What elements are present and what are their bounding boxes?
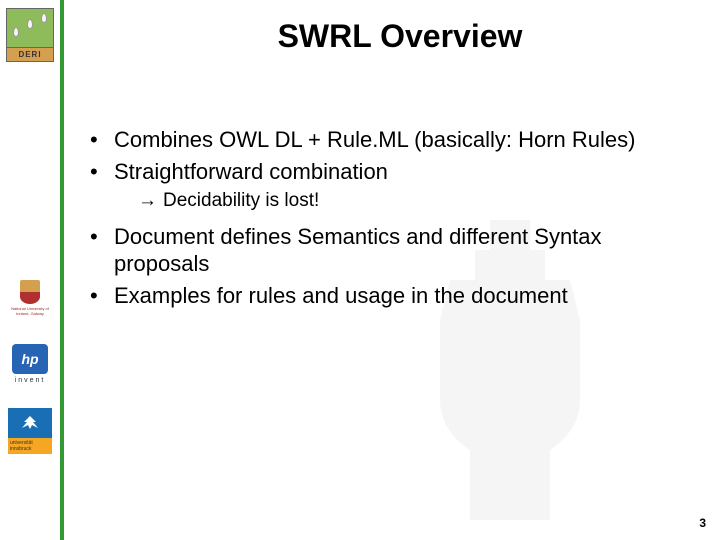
bullet-item: • Combines OWL DL + Rule.ML (basically: … <box>90 126 690 154</box>
eagle-icon <box>20 414 40 430</box>
page-number: 3 <box>699 516 706 530</box>
logo-sidebar: DERI National University of Ireland, Gal… <box>0 0 60 540</box>
sub-bullet-item: → Decidability is lost! <box>138 189 690 213</box>
bullet-mark-icon: • <box>90 282 114 310</box>
bullet-item: • Examples for rules and usage in the do… <box>90 282 690 310</box>
bullet-text: Examples for rules and usage in the docu… <box>114 282 568 310</box>
innsbruck-logo-blue <box>8 408 52 438</box>
deri-dot-icon <box>13 27 19 37</box>
sub-bullet-text: Decidability is lost! <box>163 189 319 213</box>
arrow-icon: → <box>138 189 157 213</box>
deri-logo-green <box>6 8 54 48</box>
bullet-mark-icon: • <box>90 126 114 154</box>
bullet-item: • Straightforward combination <box>90 158 690 186</box>
nui-shield-icon <box>20 280 40 304</box>
bullet-mark-icon: • <box>90 158 114 186</box>
bullet-text: Combines OWL DL + Rule.ML (basically: Ho… <box>114 126 635 154</box>
hp-logo-caption: invent <box>8 377 52 384</box>
deri-dot-icon <box>41 13 47 23</box>
deri-logo: DERI <box>6 8 54 66</box>
deri-logo-label: DERI <box>6 48 54 62</box>
bullet-mark-icon: • <box>90 223 114 278</box>
innsbruck-logo: universität innsbruck <box>8 408 52 456</box>
uibk-line2: innsbruck <box>10 446 31 452</box>
bullet-text: Straightforward combination <box>114 158 388 186</box>
slide-body: • Combines OWL DL + Rule.ML (basically: … <box>90 126 690 313</box>
nui-galway-logo: National University of Ireland, Galway <box>6 280 54 324</box>
hp-logo-mark: hp <box>12 344 48 374</box>
slide-title: SWRL Overview <box>100 18 700 55</box>
nui-logo-label: National University of Ireland, Galway <box>6 306 54 316</box>
hp-logo: hp invent <box>8 344 52 392</box>
deri-dot-icon <box>27 19 33 29</box>
slide: DERI National University of Ireland, Gal… <box>0 0 720 540</box>
innsbruck-logo-label: universität innsbruck <box>8 438 52 454</box>
vertical-accent-bar <box>60 0 64 540</box>
bullet-text: Document defines Semantics and different… <box>114 223 690 278</box>
bullet-item: • Document defines Semantics and differe… <box>90 223 690 278</box>
